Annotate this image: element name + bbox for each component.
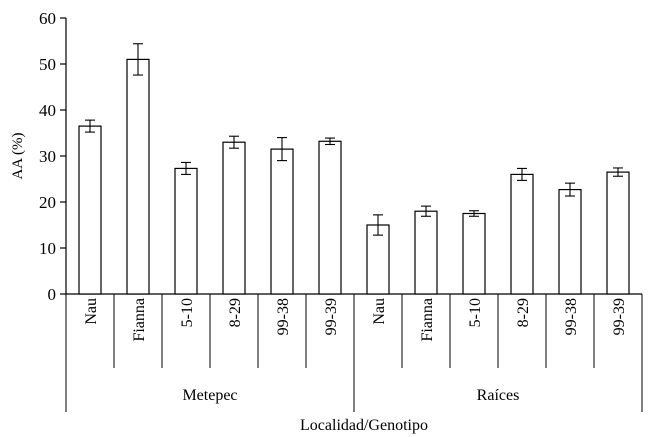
y-tick-label: 50 xyxy=(39,55,56,74)
bar xyxy=(606,171,630,295)
x-axis-label: Localidad/Genotipo xyxy=(300,417,428,434)
y-tick-label: 20 xyxy=(39,193,56,212)
bar xyxy=(558,188,582,295)
group-label: Raíces xyxy=(477,387,520,404)
bar xyxy=(270,148,294,295)
bar xyxy=(126,58,150,295)
x-tick-label: Fianna xyxy=(131,298,148,342)
bar xyxy=(78,125,102,295)
x-tick-label: Fianna xyxy=(419,298,436,342)
y-tick-label: 30 xyxy=(39,147,56,166)
bar xyxy=(414,210,438,295)
x-tick-label: Nau xyxy=(371,298,388,325)
y-axis-label: AA (%) xyxy=(10,132,26,179)
x-tick-label: 5-10 xyxy=(179,298,196,327)
x-tick-label: 99-39 xyxy=(323,298,340,335)
bar xyxy=(462,212,486,295)
x-category-labels: Nau Fianna 5-10 8-29 99-38 99-39 Nau Fianna 5-10… xyxy=(83,298,628,342)
x-tick-label: Nau xyxy=(83,298,100,325)
bar xyxy=(222,141,246,295)
x-tick-label: 99-38 xyxy=(563,298,580,335)
bar xyxy=(510,173,534,295)
x-tick-label: 8-29 xyxy=(227,298,244,327)
x-tick-label: 99-38 xyxy=(275,298,292,335)
x-group-labels: Metepec Raíces xyxy=(182,387,519,404)
y-axis xyxy=(60,17,643,412)
y-tick-labels: 0 10 20 30 40 50 60 xyxy=(39,9,56,304)
y-tick-label: 10 xyxy=(39,239,56,258)
x-tick-label: 8-29 xyxy=(515,298,532,327)
bar xyxy=(174,167,198,295)
bars xyxy=(78,58,630,295)
y-tick-label: 0 xyxy=(48,285,57,304)
error-bars xyxy=(85,43,623,236)
group-label: Metepec xyxy=(182,387,237,404)
x-tick-label: 99-39 xyxy=(611,298,628,335)
y-tick-label: 60 xyxy=(39,9,56,28)
bar xyxy=(318,140,342,295)
y-tick-label: 40 xyxy=(39,101,56,120)
x-tick-label: 5-10 xyxy=(467,298,484,327)
